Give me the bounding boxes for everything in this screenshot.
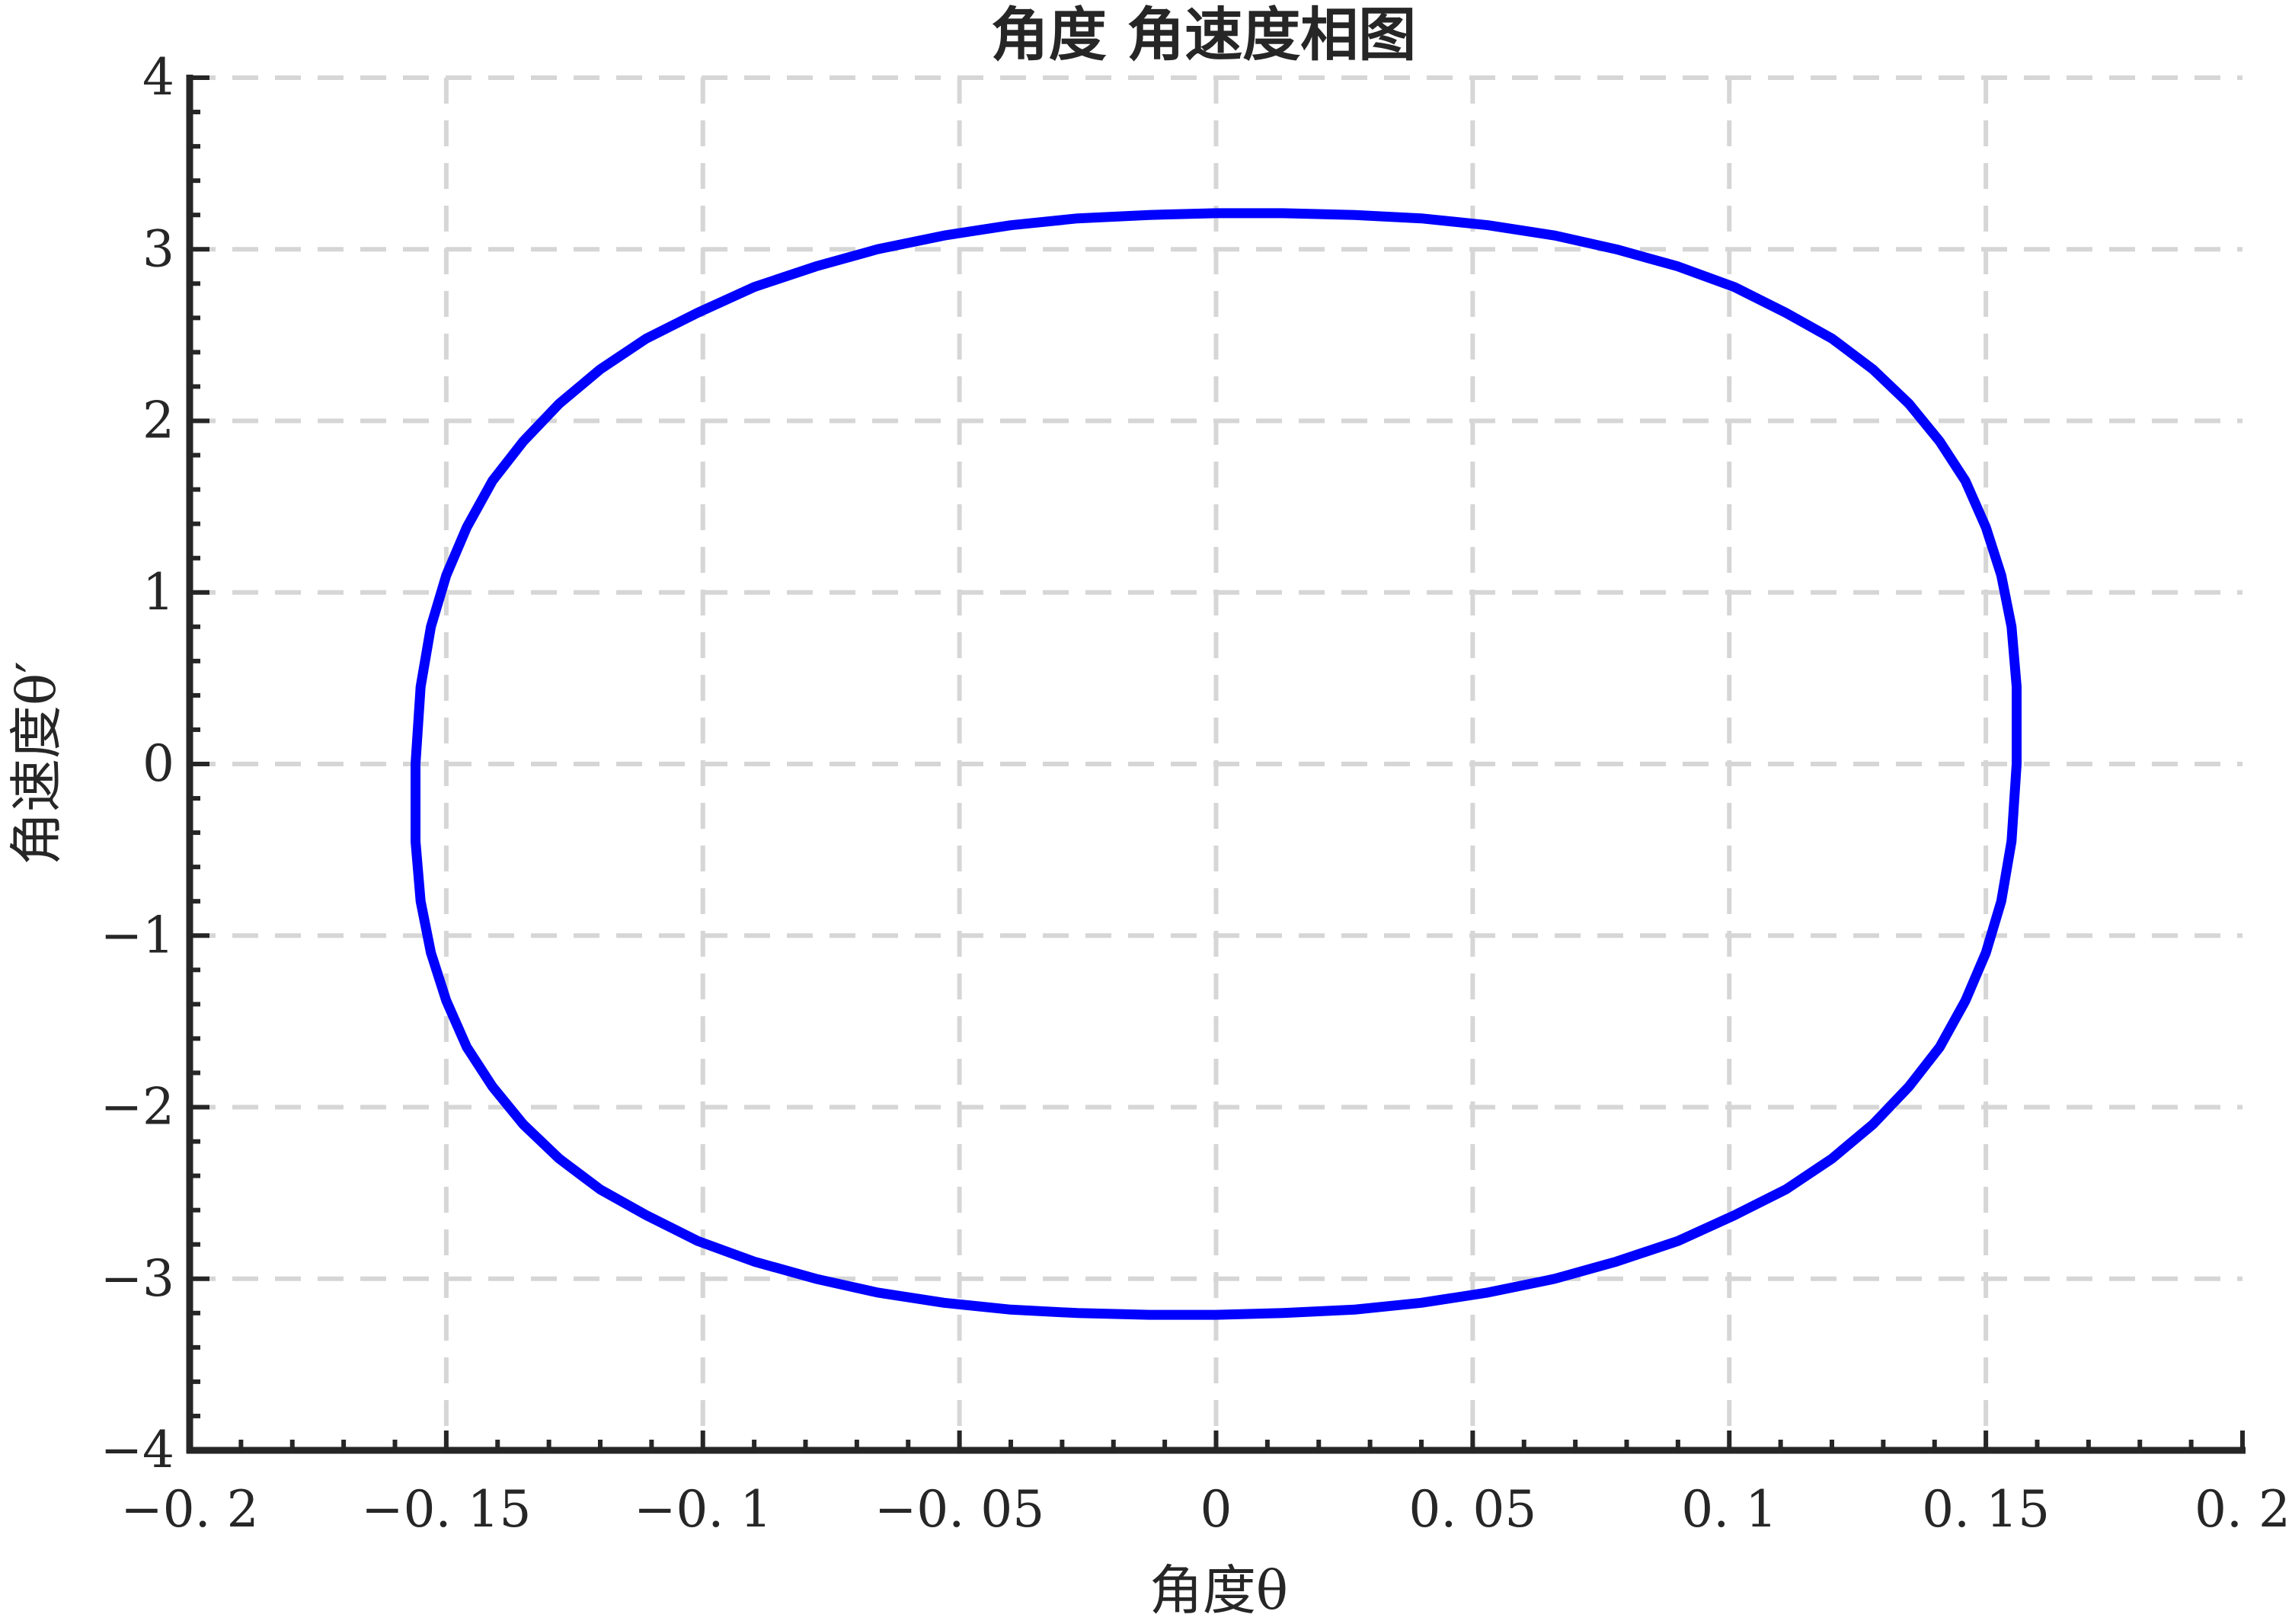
- series-layer: [411, 208, 2022, 1320]
- x-tick-label: −0. 05: [874, 1480, 1044, 1539]
- y-tick-label: −3: [101, 1249, 174, 1308]
- y-tick-label: 1: [142, 563, 174, 622]
- y-tick-label: 0: [142, 734, 174, 793]
- x-tick-label: 0. 2: [2195, 1480, 2290, 1539]
- x-tick-label: 0. 1: [1681, 1480, 1777, 1539]
- x-tick-label: 0. 15: [1922, 1480, 2050, 1539]
- y-axis-title: 角速度θ′: [5, 661, 68, 865]
- x-tick-label: −0. 15: [361, 1480, 531, 1539]
- y-tick-label: 3: [142, 219, 174, 278]
- axes-layer: [186, 75, 2246, 1454]
- chart-title: 角度 角速度相图: [991, 1, 1416, 69]
- x-tick-label: 0. 05: [1408, 1480, 1536, 1539]
- x-tick-label: −0. 1: [634, 1480, 772, 1539]
- x-tick-label: 0: [1200, 1480, 1232, 1539]
- y-tick-label: −1: [101, 906, 174, 964]
- y-tick-label: 2: [142, 392, 174, 450]
- y-tick-label: −4: [101, 1421, 174, 1479]
- x-tick-label: −0. 2: [120, 1480, 258, 1539]
- y-tick-label: 4: [142, 48, 174, 107]
- x-axis-title: 角度θ: [1149, 1559, 1288, 1622]
- y-tick-label: −2: [101, 1078, 174, 1136]
- series-line-phase-trajectory: [411, 208, 2022, 1320]
- grid-layer: [190, 75, 2242, 1450]
- label-layer: −0. 2 −0. 15 −0. 1 −0. 05 0 0. 05 0. 1 0. 15 0. …: [101, 48, 2290, 1539]
